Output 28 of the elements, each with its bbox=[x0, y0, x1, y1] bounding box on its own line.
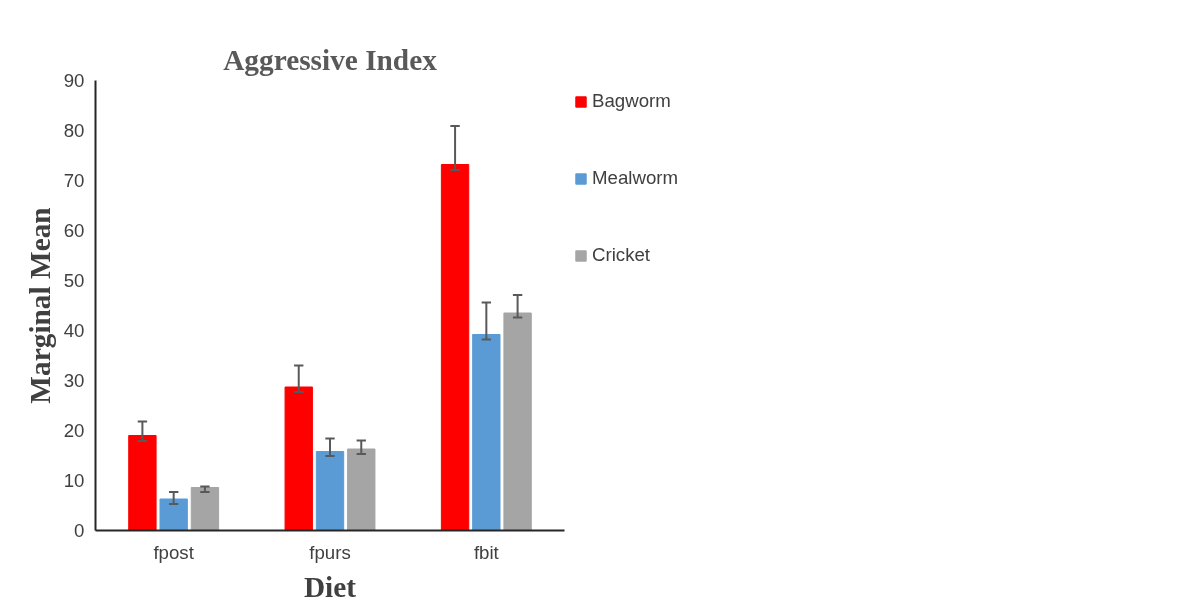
y-tick-label: 10 bbox=[63, 470, 85, 491]
bar bbox=[503, 312, 532, 531]
x-tick-label: fbit bbox=[473, 541, 500, 563]
bar bbox=[315, 451, 345, 531]
bar bbox=[190, 487, 220, 531]
y-tick-label: 20 bbox=[63, 420, 85, 441]
chart-title: Aggressive Index bbox=[223, 43, 438, 76]
bar bbox=[347, 448, 376, 531]
y-tick-label: 40 bbox=[63, 320, 85, 341]
y-tick-label: 0 bbox=[74, 520, 85, 541]
bar bbox=[440, 164, 470, 531]
y-tick-label: 30 bbox=[63, 370, 85, 391]
bar bbox=[472, 334, 501, 531]
bar bbox=[159, 498, 188, 531]
y-tick-label: 80 bbox=[63, 120, 85, 141]
y-axis-title: Marginal Mean bbox=[23, 207, 56, 404]
x-tick-label: fpurs bbox=[309, 541, 351, 563]
y-tick-label: 90 bbox=[63, 70, 85, 91]
x-tick-label: fpost bbox=[153, 541, 195, 563]
y-tick-label: 50 bbox=[63, 270, 85, 291]
bar bbox=[284, 386, 313, 531]
y-tick-label: 70 bbox=[63, 170, 85, 191]
legend-label: Mealworm bbox=[592, 167, 679, 189]
bar bbox=[128, 435, 157, 531]
x-axis-title: Diet bbox=[303, 570, 357, 603]
legend-label: Bagworm bbox=[592, 90, 671, 112]
legend-label: Cricket bbox=[592, 244, 651, 266]
y-tick-label: 60 bbox=[63, 220, 85, 241]
